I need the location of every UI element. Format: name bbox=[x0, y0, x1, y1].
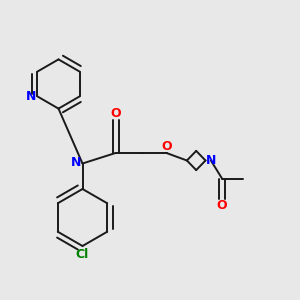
Text: N: N bbox=[26, 90, 36, 103]
Text: N: N bbox=[206, 154, 216, 167]
Text: O: O bbox=[161, 140, 172, 154]
Text: N: N bbox=[71, 155, 81, 169]
Text: O: O bbox=[217, 199, 227, 212]
Text: O: O bbox=[110, 107, 121, 120]
Text: Cl: Cl bbox=[76, 248, 89, 262]
